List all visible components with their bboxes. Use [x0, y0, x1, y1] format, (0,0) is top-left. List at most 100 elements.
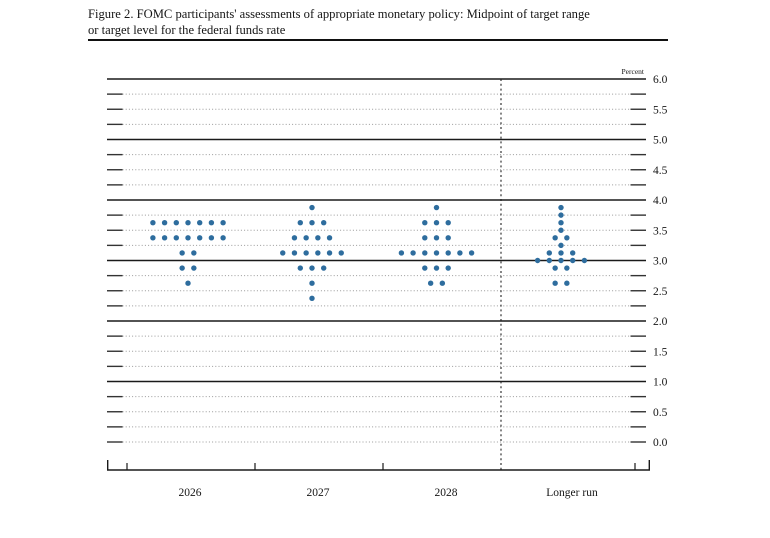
projection-dot — [197, 235, 203, 241]
projection-dot — [173, 235, 179, 241]
projection-dot — [570, 250, 576, 256]
projection-dot — [309, 265, 315, 271]
y-axis-label: 0.0 — [653, 437, 668, 449]
projection-dot — [433, 219, 440, 226]
projection-dot — [280, 250, 286, 256]
title-rule — [88, 39, 668, 42]
projection-dot — [422, 219, 428, 226]
projection-dot — [558, 212, 564, 218]
figure-title-line2: or target level for the federal funds ra… — [88, 23, 286, 37]
projection-dot — [309, 295, 315, 302]
projection-dot — [564, 265, 570, 271]
projection-dot — [558, 250, 564, 256]
projection-dot — [326, 250, 333, 256]
projection-dot — [468, 250, 475, 256]
y-axis-label: 0.5 — [653, 407, 668, 419]
projection-dot — [326, 235, 333, 241]
projection-dot — [150, 235, 156, 241]
projection-dot — [161, 235, 168, 241]
x-axis-category-label: 2027 — [307, 487, 330, 499]
projection-dot — [291, 250, 298, 256]
projection-dot — [534, 257, 541, 264]
projection-dot — [173, 219, 179, 226]
projection-dot — [570, 257, 576, 264]
projection-dot — [297, 219, 303, 226]
projection-dot — [398, 250, 405, 256]
projection-dot — [197, 219, 203, 226]
projection-dot — [179, 250, 185, 256]
y-axis-label: 5.5 — [653, 104, 668, 116]
y-axis-label: 4.0 — [653, 195, 668, 207]
projection-dot — [185, 219, 191, 226]
y-axis-label: 2.5 — [653, 286, 668, 298]
projection-dot — [439, 280, 446, 286]
projection-dot — [208, 219, 215, 226]
projection-dot — [150, 219, 156, 226]
projection-dot — [291, 235, 298, 241]
projection-dot — [338, 250, 344, 256]
figure-title-line1: Figure 2. FOMC participants' assessments… — [88, 7, 590, 21]
projection-dot — [552, 265, 558, 271]
projection-dot — [558, 204, 564, 211]
projection-dot — [220, 219, 226, 226]
projection-dot — [191, 250, 197, 256]
projection-dot — [558, 242, 564, 249]
projection-dot — [433, 250, 440, 256]
x-axis-category-label: 2028 — [435, 487, 458, 499]
projection-dot — [445, 265, 451, 271]
projection-dot — [581, 257, 588, 264]
y-axis-label: 6.0 — [653, 74, 668, 86]
y-axis-label: 1.5 — [653, 346, 668, 358]
projection-dot — [309, 280, 315, 286]
projection-dot — [546, 257, 552, 264]
y-axis-label: 4.5 — [653, 165, 668, 177]
projection-dot — [552, 280, 558, 286]
projection-dot — [185, 235, 191, 241]
projection-dot — [558, 219, 564, 226]
projection-dot — [433, 265, 440, 271]
figure-title: Figure 2. FOMC participants' assessments… — [88, 6, 673, 38]
projection-dot — [552, 235, 558, 241]
projection-dot — [315, 235, 321, 241]
projection-dot — [457, 250, 463, 256]
x-axis-category-label: Longer run — [546, 487, 598, 499]
projection-dot — [303, 235, 309, 241]
projection-dot — [220, 235, 226, 241]
y-axis-label: 5.0 — [653, 135, 668, 147]
projection-dot — [315, 250, 321, 256]
projection-dot — [422, 250, 428, 256]
projection-dot — [161, 219, 168, 226]
projection-dot — [410, 250, 416, 256]
projection-dot — [191, 265, 197, 271]
projection-dot — [546, 250, 552, 256]
y-axis-label: 2.0 — [653, 316, 668, 328]
projection-dot — [422, 265, 428, 271]
y-axis-label: 3.0 — [653, 256, 668, 268]
y-axis-unit-label: Percent — [622, 67, 645, 76]
projection-dot — [309, 219, 315, 226]
projection-dot — [321, 265, 327, 271]
y-axis-label: 1.0 — [653, 377, 668, 389]
projection-dot — [208, 235, 215, 241]
projection-dot — [321, 219, 327, 226]
y-axis-label: 3.5 — [653, 225, 668, 237]
projection-dot — [422, 235, 428, 241]
projection-dot — [185, 280, 191, 286]
projection-dot — [558, 257, 564, 264]
projection-dot — [309, 204, 315, 211]
x-axis-category-label: 2026 — [179, 487, 202, 499]
projection-dot — [297, 265, 303, 271]
projection-dot — [558, 227, 564, 233]
projection-dot — [445, 250, 451, 256]
projection-dot — [445, 219, 451, 226]
projection-dot — [564, 235, 570, 241]
projection-dot — [427, 280, 434, 286]
projection-dot — [179, 265, 185, 271]
projection-dot — [433, 235, 440, 241]
projection-dot — [303, 250, 309, 256]
projection-dot — [445, 235, 451, 241]
projection-dot — [564, 280, 570, 286]
projection-dot — [433, 204, 440, 211]
